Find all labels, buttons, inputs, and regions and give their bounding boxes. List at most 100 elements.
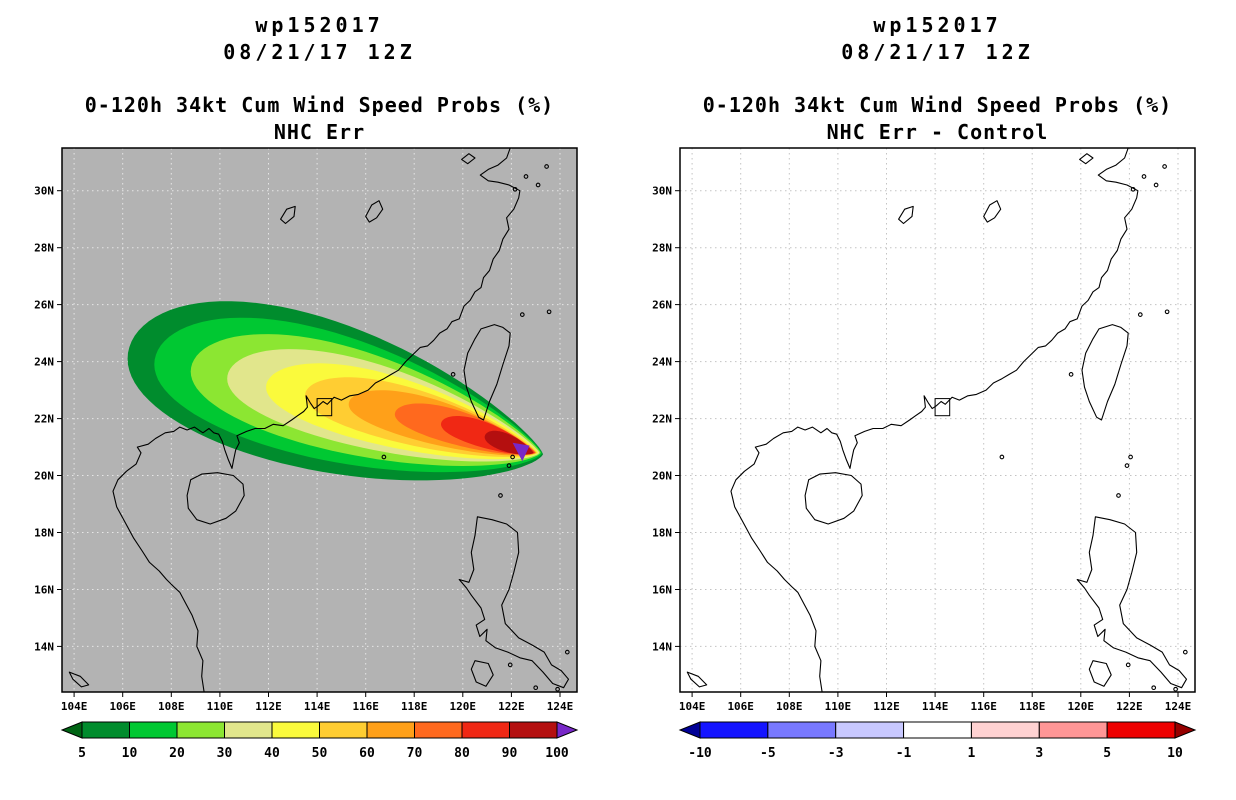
islet xyxy=(1137,312,1143,317)
y-tick-label: 18N xyxy=(34,527,54,540)
x-tick-label: 108E xyxy=(776,700,803,713)
islet xyxy=(544,164,549,169)
colorbar-label: -1 xyxy=(896,746,912,761)
colorbar-labels: 5 10 20 30 40 50 60 70 80 90 100 xyxy=(78,746,569,761)
y-tick-label: 28N xyxy=(652,242,672,255)
islet xyxy=(535,182,541,188)
islet xyxy=(1068,372,1074,377)
coastlines xyxy=(686,148,1188,692)
panel-nhc-err-minus-control: wp152017 08/21/17 12Z 0-120h 34kt Cum Wi… xyxy=(618,0,1236,800)
map-layers xyxy=(62,148,577,692)
wind-prob-map-nhc-err: 104E 106E 108E 110E 112E 114E 116E 118E 120E 122E… xyxy=(34,147,579,761)
island-or-lake-outline xyxy=(686,671,708,688)
colorbar-segment xyxy=(767,721,837,739)
colorbar-segment xyxy=(366,721,415,739)
x-tick-label: 118E xyxy=(1019,700,1045,713)
station-box xyxy=(934,398,951,417)
y-tick-label: 24N xyxy=(652,356,672,369)
x-tick-label: 112E xyxy=(873,700,900,713)
colorbar-segment xyxy=(970,721,1040,739)
islet xyxy=(1128,454,1133,460)
islet xyxy=(1153,182,1159,188)
islet xyxy=(1130,186,1136,192)
product-title: 0-120h 34kt Cum Wind Speed Probs (%) xyxy=(702,93,1173,117)
y-tick-label: 16N xyxy=(652,584,672,597)
islet xyxy=(1141,174,1147,179)
y-tick-label: 28N xyxy=(34,242,54,255)
colorbar-segment xyxy=(1038,721,1108,739)
y-tick-label: 26N xyxy=(34,299,54,312)
islet xyxy=(510,454,515,460)
colorbar-label: 40 xyxy=(264,746,280,761)
islet xyxy=(1162,164,1167,169)
init-datetime: 08/21/17 12Z xyxy=(841,40,1034,64)
colorbar-segment xyxy=(81,721,130,739)
colorbar-segment xyxy=(271,721,320,739)
coastline-mainland xyxy=(112,148,521,692)
probability-swath xyxy=(127,301,543,481)
colorbar-labels: -10 -5 -3 -1 1 3 5 10 xyxy=(688,746,1183,761)
colorbar-right-arrow xyxy=(556,721,579,739)
storm-id: wp152017 xyxy=(255,13,384,37)
islet xyxy=(1182,649,1188,655)
island-or-lake-outline xyxy=(1079,153,1094,165)
colorbar xyxy=(678,721,1197,739)
x-tick-label: 114E xyxy=(304,700,331,713)
x-tick-label: 120E xyxy=(450,700,477,713)
x-tick-label: 122E xyxy=(1116,700,1143,713)
colorbar-label: 90 xyxy=(502,746,518,761)
x-tick-label: 104E xyxy=(679,700,706,713)
islet xyxy=(1116,493,1121,498)
panel-titles: wp152017 08/21/17 12Z 0-120h 34kt Cum Wi… xyxy=(62,12,577,146)
y-tick-label: 22N xyxy=(34,413,54,426)
x-tick-label: 114E xyxy=(922,700,949,713)
x-tick-label: 124E xyxy=(1165,700,1192,713)
colorbar-label: 5 xyxy=(1103,746,1111,761)
y-tick-label: 16N xyxy=(34,584,54,597)
x-tick-label: 116E xyxy=(352,700,379,713)
colorbar-left-arrow xyxy=(678,721,701,739)
map-layers xyxy=(680,148,1195,692)
init-datetime: 08/21/17 12Z xyxy=(223,40,416,64)
island-or-lake-outline xyxy=(458,516,570,689)
colorbar-segment xyxy=(176,721,225,739)
colorbar-segment xyxy=(835,721,905,739)
map-background xyxy=(680,148,1195,692)
y-tick-label: 22N xyxy=(652,413,672,426)
y-tick-label: 18N xyxy=(652,527,672,540)
y-tick-label: 26N xyxy=(652,299,672,312)
colorbar xyxy=(60,721,579,739)
islet xyxy=(498,493,503,498)
x-tick-label: 118E xyxy=(401,700,428,713)
colorbar-segment xyxy=(461,721,510,739)
max-prob-marker xyxy=(512,442,530,462)
island-or-lake-outline xyxy=(1076,516,1188,689)
colorbar-label: 60 xyxy=(359,746,375,761)
islet xyxy=(450,372,456,377)
y-tick-label: 30N xyxy=(652,185,672,198)
island-or-lake-outline xyxy=(804,472,863,525)
islet xyxy=(1173,686,1178,692)
island-or-lake-outline xyxy=(68,671,90,688)
island-or-lake-outline xyxy=(463,324,511,421)
station-box xyxy=(316,398,333,417)
colorbar-label: 5 xyxy=(78,746,86,761)
x-tick-label: 106E xyxy=(109,700,136,713)
coastline-mainland xyxy=(730,148,1139,692)
x-tick-label: 110E xyxy=(825,700,852,713)
island-or-lake-outline xyxy=(983,200,1002,223)
colorbar-right-arrow xyxy=(1174,721,1197,739)
colorbar-segment xyxy=(224,721,273,739)
y-tick-label: 14N xyxy=(652,640,672,653)
storm-id: wp152017 xyxy=(873,13,1002,37)
islet xyxy=(555,686,560,692)
axis-labels: 104E 106E 108E 110E 112E 114E 116E 118E 120E 122E… xyxy=(652,185,1191,713)
x-tick-label: 106E xyxy=(727,700,754,713)
y-tick-label: 20N xyxy=(652,470,672,483)
colorbar-label: 20 xyxy=(169,746,185,761)
island-or-lake-outline xyxy=(1081,324,1129,421)
x-tick-label: 116E xyxy=(970,700,997,713)
panel-nhc-err: wp152017 08/21/17 12Z 0-120h 34kt Cum Wi… xyxy=(34,12,579,761)
islet xyxy=(546,309,552,315)
